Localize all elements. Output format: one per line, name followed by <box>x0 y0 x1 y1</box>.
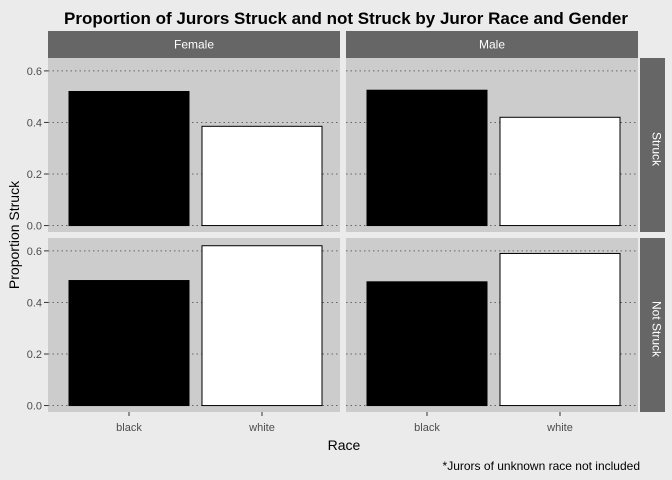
column-strip-male <box>346 31 638 58</box>
y-axis-title: Proportion Struck <box>6 180 22 289</box>
bar-white <box>499 252 621 407</box>
row-strip-struck <box>640 58 665 232</box>
chart-caption: *Jurors of unknown race not included <box>443 459 640 473</box>
column-strip-female <box>48 31 340 58</box>
x-tick-label: black <box>414 422 440 434</box>
chart-title: Proportion of Jurors Struck and not Stru… <box>64 9 628 28</box>
bar-black <box>68 280 190 407</box>
y-tick-label: 0.6 <box>27 246 42 258</box>
bar-white <box>201 245 323 407</box>
x-tick-label: white <box>546 422 573 434</box>
column-strip-label: Female <box>174 38 214 52</box>
bar-black <box>366 281 488 407</box>
x-tick-label: black <box>116 422 142 434</box>
y-tick-label: 0.6 <box>27 66 42 78</box>
x-tick-label: white <box>248 422 275 434</box>
y-tick-label: 0.0 <box>27 221 42 233</box>
y-tick-label: 0.0 <box>27 401 42 413</box>
bar-black <box>366 89 488 227</box>
y-tick-label: 0.4 <box>27 297 42 309</box>
row-strip-label: Not Struck <box>650 301 664 358</box>
row-strip-not-struck <box>640 238 665 412</box>
row-strip-label: Struck <box>650 132 664 167</box>
y-tick-label: 0.2 <box>27 169 42 181</box>
x-axis-title: Race <box>328 437 361 453</box>
facet-panels: Female Male Struck Not Struck 0.0 0.2 0.4 0.6 0.… <box>27 31 665 434</box>
bar-white <box>201 125 323 227</box>
bar-white <box>499 116 621 227</box>
column-strip-label: Male <box>479 38 505 52</box>
bar-black <box>68 91 190 227</box>
y-tick-label: 0.2 <box>27 349 42 361</box>
y-tick-label: 0.4 <box>27 117 42 129</box>
